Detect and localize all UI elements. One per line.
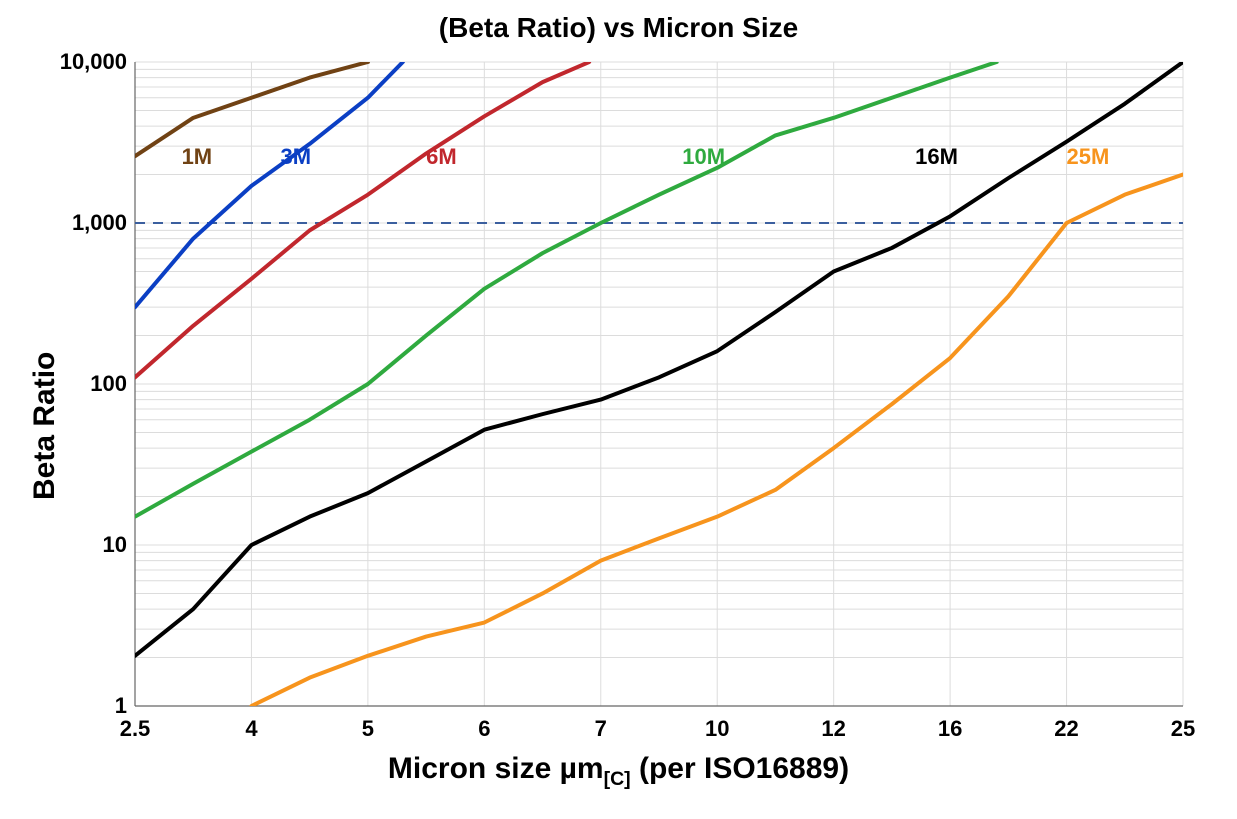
- series-label-16M: 16M: [915, 144, 958, 170]
- x-axis-label-prefix: Micron size µm: [388, 752, 604, 785]
- series-label-1M: 1M: [182, 144, 213, 170]
- x-tick-label: 5: [348, 716, 388, 742]
- x-axis-label-suffix: (per ISO16889): [631, 752, 849, 785]
- series-label-3M: 3M: [281, 144, 312, 170]
- x-tick-label: 2.5: [115, 716, 155, 742]
- x-tick-label: 22: [1047, 716, 1087, 742]
- x-tick-label: 10: [697, 716, 737, 742]
- x-axis-label-subscript: [C]: [604, 768, 631, 790]
- x-tick-label: 16: [930, 716, 970, 742]
- y-tick-label: 100: [90, 371, 127, 397]
- chart-title: (Beta Ratio) vs Micron Size: [0, 12, 1237, 44]
- y-tick-label: 10,000: [60, 49, 127, 75]
- x-tick-label: 4: [231, 716, 271, 742]
- y-axis-label: Beta Ratio: [28, 352, 62, 500]
- series-label-10M: 10M: [682, 144, 725, 170]
- x-tick-label: 12: [814, 716, 854, 742]
- x-tick-label: 6: [464, 716, 504, 742]
- x-tick-label: 25: [1163, 716, 1203, 742]
- series-label-6M: 6M: [426, 144, 457, 170]
- y-tick-label: 1: [115, 693, 127, 719]
- x-axis-label: Micron size µm[C] (per ISO16889): [0, 752, 1237, 791]
- y-tick-label: 1,000: [72, 210, 127, 236]
- x-tick-label: 7: [581, 716, 621, 742]
- y-tick-label: 10: [103, 532, 127, 558]
- series-label-25M: 25M: [1067, 144, 1110, 170]
- chart-container: (Beta Ratio) vs Micron Size Beta Ratio M…: [0, 0, 1237, 819]
